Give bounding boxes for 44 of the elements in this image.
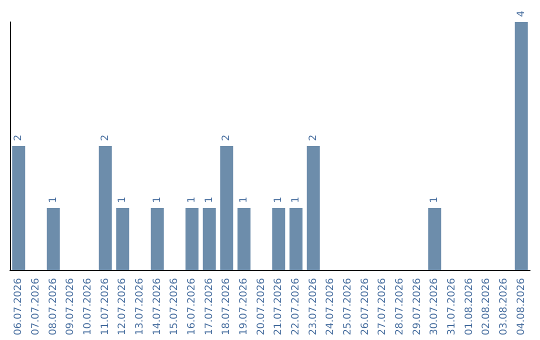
x-tick-label: 22.07.2026 (290, 278, 302, 336)
x-tick-label: 01.08.2026 (464, 278, 475, 336)
x-tick-label: 23.07.2026 (308, 278, 319, 336)
x-tick-label: 08.07.2026 (48, 278, 59, 336)
x-tick-label: 28.07.2026 (394, 278, 406, 336)
x-tick-label: 27.07.2026 (377, 278, 388, 336)
x-tick-label: 11.07.2026 (100, 278, 111, 336)
x-tick-label: 19.07.2026 (238, 278, 250, 336)
x-tick-label: 21.07.2026 (273, 278, 284, 336)
x-tick-label: 06.07.2026 (13, 278, 24, 336)
data-label: 2 (100, 134, 111, 141)
data-label: 1 (429, 196, 440, 203)
x-tick-label: 13.07.2026 (134, 278, 146, 336)
x-tick-label: 03.08.2026 (498, 278, 510, 336)
x-tick-label: 25.07.2026 (342, 278, 354, 336)
x-tick-label: 12.07.2026 (117, 278, 128, 336)
data-label: 2 (221, 134, 232, 141)
data-label: 2 (308, 134, 319, 141)
data-label: 1 (273, 196, 284, 203)
x-tick-label: 17.07.2026 (204, 278, 215, 336)
x-tick-label: 31.07.2026 (446, 278, 458, 336)
x-tick-label: 02.08.2026 (481, 278, 492, 336)
data-label: 1 (48, 196, 59, 203)
data-label: 1 (290, 196, 302, 203)
x-tick-label: 29.07.2026 (412, 278, 423, 336)
data-label: 2 (13, 134, 24, 141)
x-tick-label: 04.08.2026 (516, 278, 527, 336)
data-label: 1 (152, 196, 163, 203)
x-tick-label: 26.07.2026 (360, 278, 371, 336)
data-label: 1 (204, 196, 215, 203)
x-tick-label: 20.07.2026 (256, 278, 267, 336)
x-tick-label: 15.07.2026 (169, 278, 180, 336)
data-label: 1 (238, 196, 250, 203)
x-tick-label: 16.07.2026 (186, 278, 198, 336)
x-tick-label: 14.07.2026 (152, 278, 163, 336)
x-tick-label: 30.07.2026 (429, 278, 440, 336)
data-label: 1 (186, 196, 198, 203)
x-tick-label: 10.07.2026 (82, 278, 94, 336)
data-label: 1 (117, 196, 128, 203)
data-label: 4 (516, 10, 527, 17)
x-tick-label: 09.07.2026 (65, 278, 76, 336)
x-tick-label: 07.07.2026 (30, 278, 42, 336)
x-tick-label: 18.07.2026 (221, 278, 232, 336)
x-tick-label: 24.07.2026 (325, 278, 336, 336)
